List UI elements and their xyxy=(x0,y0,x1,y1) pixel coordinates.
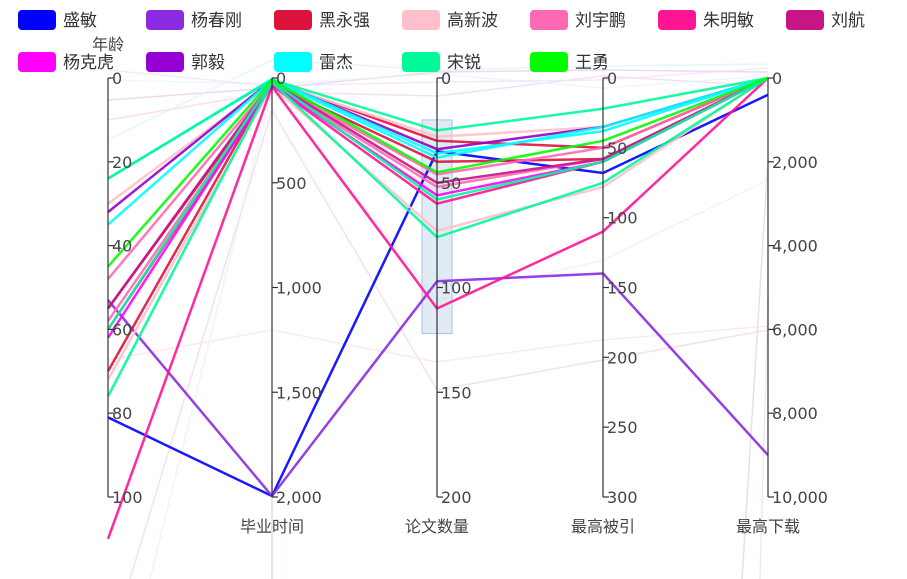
legend-swatch xyxy=(18,52,56,72)
legend-item[interactable]: 王勇 xyxy=(530,52,609,73)
legend-swatch xyxy=(402,52,440,72)
legend-swatch xyxy=(18,10,56,30)
legend-label: 雷杰 xyxy=(319,53,353,73)
tick-label: 20 xyxy=(112,153,132,172)
legend-swatch xyxy=(530,10,568,30)
legend-swatch xyxy=(786,10,824,30)
axes: 020406080100年龄05001,0001,5002,000毕业时间050… xyxy=(92,35,828,536)
background-line xyxy=(759,299,769,579)
tick-label: 4,000 xyxy=(772,237,818,256)
tick-label: 0 xyxy=(607,69,617,88)
tick-label: 60 xyxy=(112,320,132,339)
axis-name: 年龄 xyxy=(92,35,124,54)
legend-item[interactable]: 杨春刚 xyxy=(146,10,242,31)
tick-label: 500 xyxy=(276,174,307,193)
tick-label: 0 xyxy=(112,69,122,88)
tick-label: 2,000 xyxy=(276,488,322,507)
tick-label: 6,000 xyxy=(772,320,818,339)
tick-label: 0 xyxy=(772,69,782,88)
legend-item[interactable]: 朱明敏 xyxy=(658,10,754,31)
legend-item[interactable]: 郭毅 xyxy=(146,52,225,73)
tick-label: 150 xyxy=(441,383,472,402)
legend-item[interactable]: 杨克虎 xyxy=(18,52,114,73)
axis-name: 毕业时间 xyxy=(240,517,304,536)
axis-name: 最高被引 xyxy=(571,517,635,536)
legend-swatch xyxy=(402,10,440,30)
axis-name: 最高下载 xyxy=(736,517,800,536)
tick-label: 100 xyxy=(607,209,638,228)
tick-label: 10,000 xyxy=(772,488,828,507)
background-line xyxy=(741,159,769,579)
tick-label: 150 xyxy=(607,279,638,298)
legend-label: 黑永强 xyxy=(319,11,370,31)
legend-label: 杨克虎 xyxy=(63,53,114,73)
background-line xyxy=(107,73,769,89)
legend-label: 宋锐 xyxy=(447,53,481,73)
tick-label: 1,500 xyxy=(276,383,322,402)
background-line xyxy=(107,69,769,101)
legend-swatch xyxy=(146,10,184,30)
tick-label: 50 xyxy=(607,139,627,158)
legend-swatch xyxy=(658,10,696,30)
tick-label: 200 xyxy=(607,348,638,367)
legend-swatch xyxy=(274,10,312,30)
legend-label: 高新波 xyxy=(447,11,498,31)
tick-label: 8,000 xyxy=(772,404,818,423)
tick-label: 0 xyxy=(441,69,451,88)
tick-label: 0 xyxy=(276,69,286,88)
legend-label: 王勇 xyxy=(575,53,609,73)
legend-item[interactable]: 刘宇鹏 xyxy=(530,10,626,31)
legend-label: 刘航 xyxy=(831,11,865,31)
legend-swatch xyxy=(146,52,184,72)
legend-label: 朱明敏 xyxy=(703,11,754,31)
tick-label: 100 xyxy=(112,488,143,507)
tick-label: 50 xyxy=(441,174,461,193)
tick-label: 2,000 xyxy=(772,153,818,172)
legend-item[interactable]: 雷杰 xyxy=(274,52,353,73)
legend-label: 郭毅 xyxy=(191,53,225,73)
legend-swatch xyxy=(530,52,568,72)
axis-name: 论文数量 xyxy=(405,517,469,536)
legend-item[interactable]: 高新波 xyxy=(402,10,498,31)
legend-item[interactable]: 盛敏 xyxy=(18,10,97,31)
legend-item[interactable]: 宋锐 xyxy=(402,52,481,73)
tick-label: 200 xyxy=(441,488,472,507)
legend-label: 盛敏 xyxy=(63,11,97,31)
legend-item[interactable]: 刘航 xyxy=(786,10,865,31)
tick-label: 300 xyxy=(607,488,638,507)
legend-item[interactable]: 黑永强 xyxy=(274,10,370,31)
legend-swatch xyxy=(274,52,312,72)
tick-label: 1,000 xyxy=(276,279,322,298)
tick-label: 80 xyxy=(112,404,132,423)
legend-label: 刘宇鹏 xyxy=(575,11,626,31)
tick-label: 100 xyxy=(441,279,472,298)
tick-label: 40 xyxy=(112,237,132,256)
tick-label: 250 xyxy=(607,418,638,437)
legend-label: 杨春刚 xyxy=(191,11,242,31)
